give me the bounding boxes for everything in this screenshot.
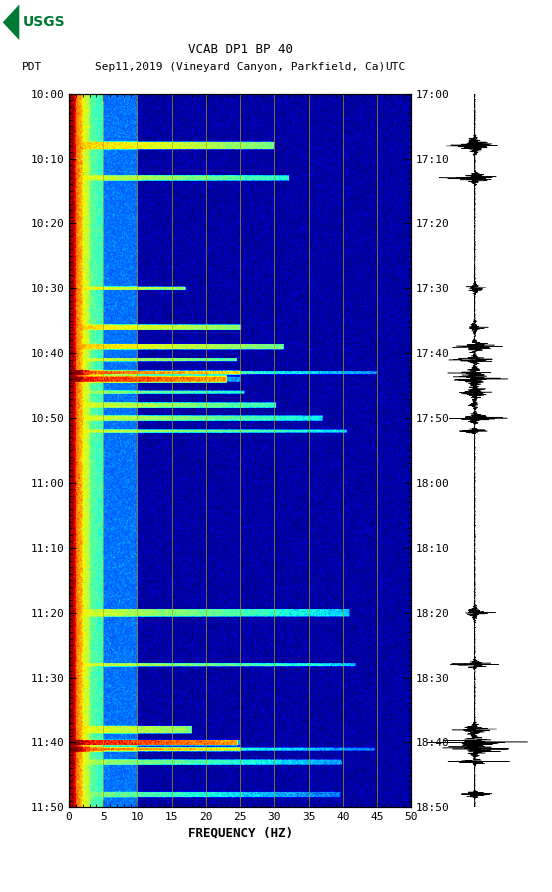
Text: Sep11,2019 (Vineyard Canyon, Parkfield, Ca): Sep11,2019 (Vineyard Canyon, Parkfield, … — [95, 62, 385, 72]
Text: USGS: USGS — [23, 15, 65, 29]
Text: VCAB DP1 BP 40: VCAB DP1 BP 40 — [188, 43, 293, 55]
Polygon shape — [3, 4, 19, 40]
X-axis label: FREQUENCY (HZ): FREQUENCY (HZ) — [188, 826, 293, 839]
Text: PDT: PDT — [22, 62, 43, 72]
Text: UTC: UTC — [385, 62, 406, 72]
